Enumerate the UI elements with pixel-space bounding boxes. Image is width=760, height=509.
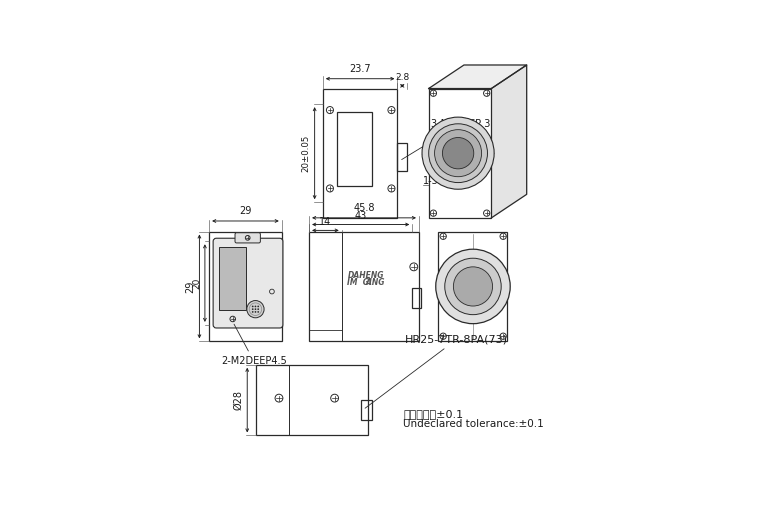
Text: 45.8: 45.8 [353,203,375,213]
FancyBboxPatch shape [235,233,261,243]
Bar [397,144,407,171]
Bar [429,89,492,218]
Text: IM  GING: IM GING [347,278,385,287]
Text: 29: 29 [239,206,252,216]
Text: 未标注公差±0.1: 未标注公差±0.1 [404,409,464,419]
Text: HR25-7TR-8PA(73): HR25-7TR-8PA(73) [365,334,508,408]
Circle shape [429,124,487,183]
Circle shape [435,249,510,324]
Bar [209,232,282,342]
Circle shape [258,305,259,307]
Bar [337,112,372,186]
Circle shape [454,267,492,306]
Text: 43: 43 [355,211,367,220]
FancyBboxPatch shape [213,238,283,328]
Circle shape [255,311,256,313]
Text: Ø28: Ø28 [233,390,243,410]
Bar [323,89,397,218]
Circle shape [252,305,254,307]
Bar [219,247,246,310]
Bar [439,232,507,342]
Text: 1-32-UN-2B: 1-32-UN-2B [423,176,480,186]
Text: 2-M2DEEP4.5: 2-M2DEEP4.5 [221,324,287,366]
Text: 20±0.05: 20±0.05 [302,134,311,172]
Bar [256,365,368,435]
Bar [361,400,372,420]
Bar [309,232,419,342]
Text: 14: 14 [319,217,331,227]
Circle shape [422,117,494,189]
Circle shape [252,308,254,310]
Text: 2.8: 2.8 [395,73,410,82]
Circle shape [258,308,259,310]
Text: 23.7: 23.7 [350,64,371,74]
Circle shape [255,308,256,310]
Circle shape [435,130,482,177]
Text: 3-M3DEEP 3: 3-M3DEEP 3 [402,119,490,160]
Text: 20: 20 [192,277,201,289]
Text: A: A [366,278,372,287]
Circle shape [255,305,256,307]
Bar [412,289,421,308]
Circle shape [258,311,259,313]
Polygon shape [492,65,527,218]
Text: Undeclared tolerance:±0.1: Undeclared tolerance:±0.1 [404,419,544,430]
Text: DAHENG: DAHENG [348,271,385,280]
Circle shape [442,137,473,169]
Polygon shape [429,65,527,89]
Circle shape [445,258,501,315]
Text: 29: 29 [185,280,195,293]
Circle shape [247,300,264,318]
Circle shape [252,311,254,313]
